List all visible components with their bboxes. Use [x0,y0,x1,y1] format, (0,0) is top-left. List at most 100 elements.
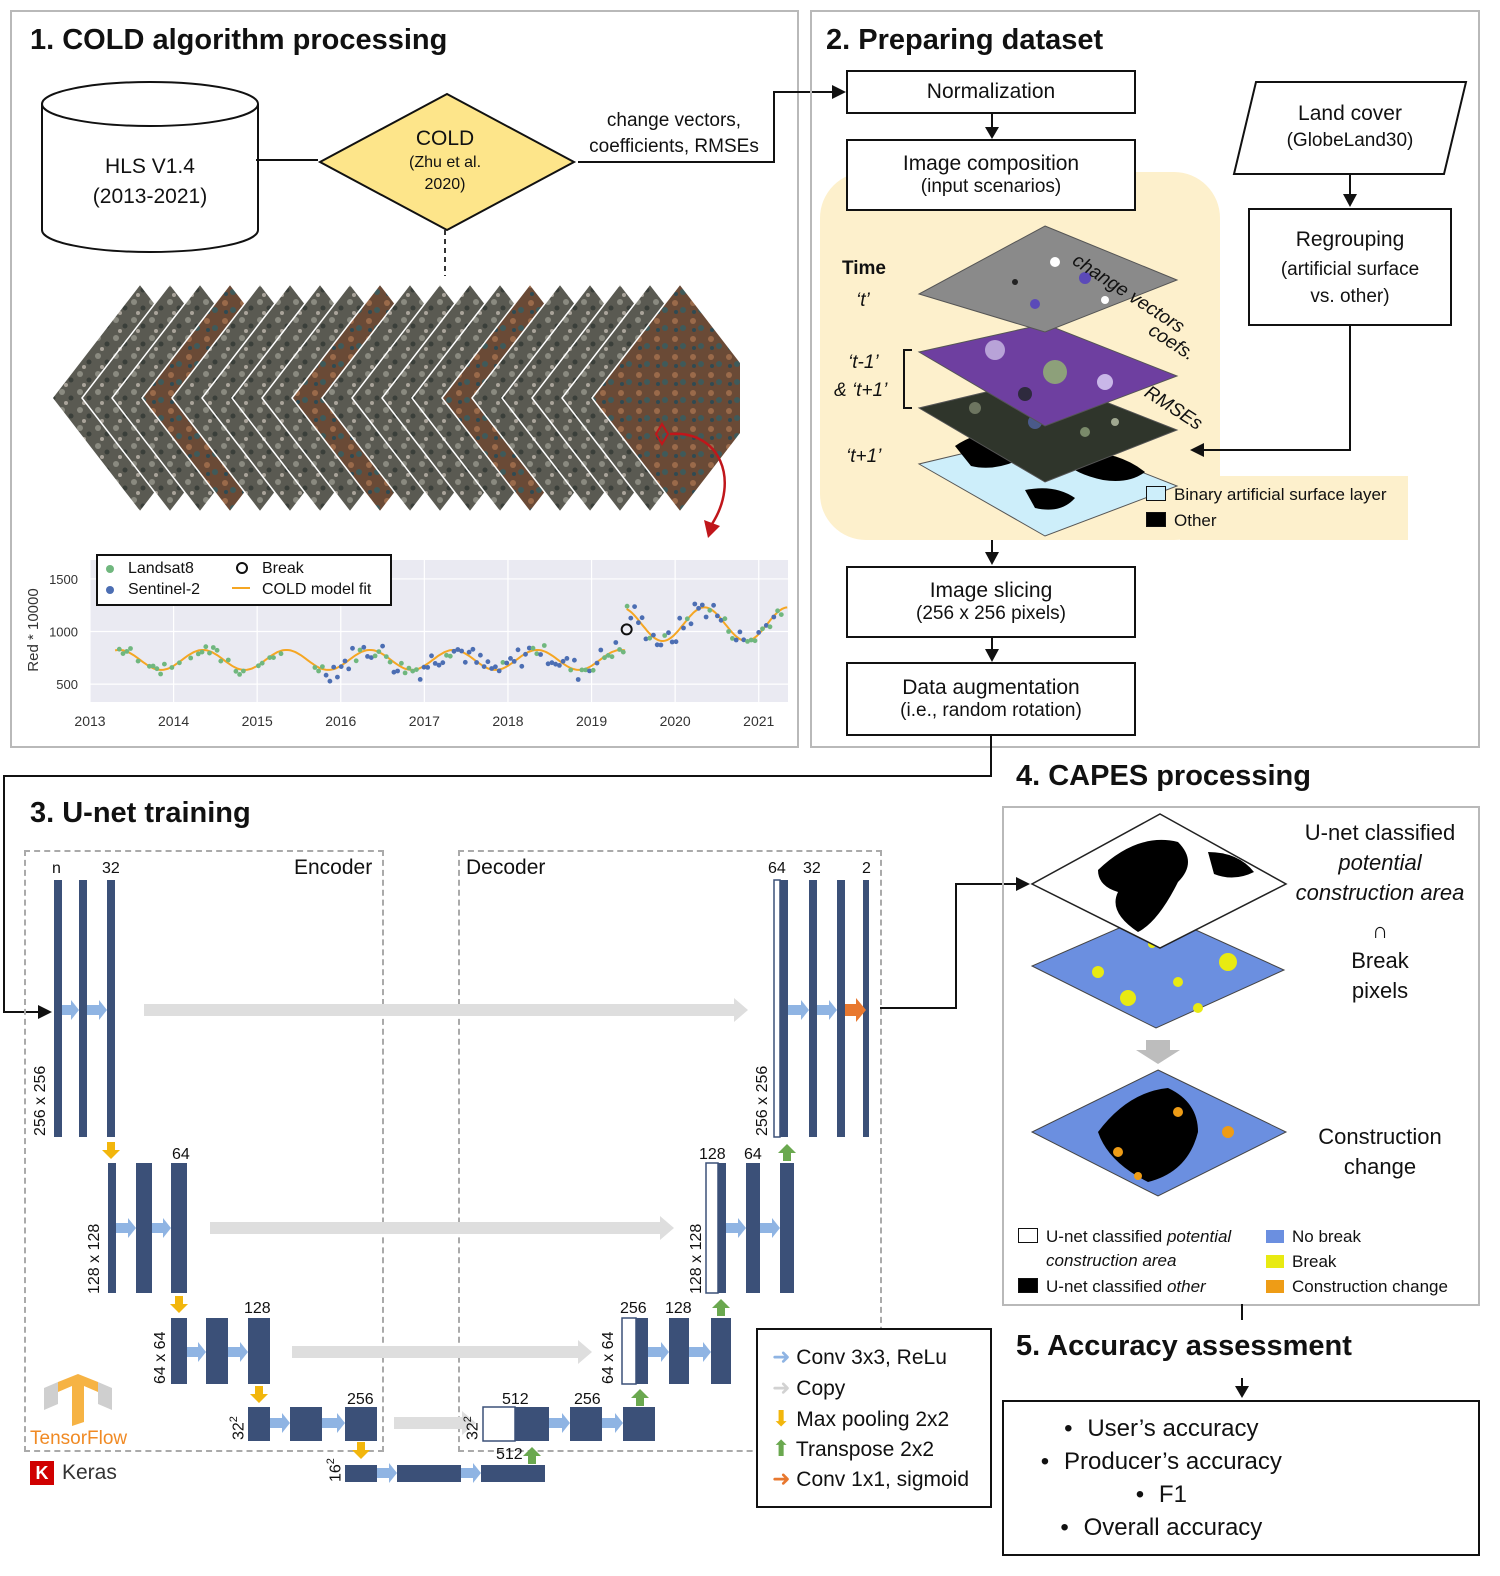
sentinel-point [511,659,517,664]
transpose-arrow [712,1299,730,1316]
maxpool-arrow [102,1142,120,1159]
unet-line1: U-net classified [1304,820,1456,845]
leg-potential-a: U-net classified [1046,1227,1167,1246]
sentinel-point [361,644,367,650]
encoder-label: Encoder [294,856,373,879]
sentinel-point [763,623,769,628]
legend-other-label: Other [1174,511,1217,530]
dim-256-enc: 256 x 256 [32,1065,49,1136]
ch-128-dec3: 128 [665,1300,692,1317]
cold-output-text: change vectors, coefficients, RMSEs [578,108,770,160]
connector-cold-normalization [578,85,846,163]
landsat-point [225,657,231,663]
arrow-regroup-binary [1190,326,1351,457]
fit-line-icon [232,587,250,589]
legend-conv-label: Conv 3x3, ReLu [796,1346,947,1369]
accuracy-item: User’s accuracy [1026,1412,1282,1445]
landsat-point [752,638,758,644]
sentinel-point [342,658,348,664]
landsat-point [590,667,596,673]
maxpool-arrow [352,1442,370,1459]
landsat-point [128,646,133,651]
legend-transpose-label: Transpose 2x2 [795,1438,935,1461]
landsat-point [617,647,622,652]
accuracy-item: Overall accuracy [1026,1511,1282,1544]
ch-64-enc: 64 [172,1146,190,1163]
sentinel-point [654,642,660,648]
sentinel-point [323,672,329,678]
legend-break-px: Break [1266,1252,1336,1272]
dim-32-dec-sup: 2 [462,1416,474,1423]
chart-xtick: 2019 [576,713,607,729]
landsat-point [444,652,449,658]
conv-arrow [602,1413,623,1433]
landsat-point [568,667,574,673]
break-line2: pixels [1351,978,1409,1003]
accuracy-item: Producer’s accuracy [1026,1445,1282,1478]
landsat-point [748,637,754,643]
arrow-landcover-regroup [1343,174,1357,207]
legend-sentinel-label: Sentinel-2 [128,581,201,598]
section2-title: 2. Preparing dataset [826,24,1104,56]
legend-fit: COLD model fit [232,581,371,599]
sentinel-point [485,659,491,665]
sentinel-point [350,645,355,651]
sentinel-point [338,664,344,669]
sentinel-point [368,655,374,660]
landsat-point [120,651,126,656]
legend-copy-label: Copy [796,1377,846,1400]
landsat-point [150,663,156,669]
sentinel-point [327,678,333,684]
sentinel-point [628,615,634,621]
binary-swatch [1146,486,1166,501]
ch-512-b: 512 [496,1446,523,1463]
leg-other-b: other [1166,1277,1206,1296]
landsat-point [662,633,668,638]
legend-transpose: ⬆ Transpose 2x2 [772,1436,934,1462]
chart-xtick: 2017 [409,713,440,729]
break-swatch [1266,1255,1284,1268]
landcover-parallelogram [1232,81,1468,175]
transpose-arrow [523,1447,541,1464]
sentinel-point [598,647,604,653]
landsat-point [320,664,325,669]
cold-diamond [317,92,577,232]
cold-ref-line1: (Zhu et al. [408,154,482,171]
sentinel-point [459,648,464,654]
sentinel-point [639,615,645,621]
conv-arrow [187,1342,206,1362]
legend-conv1x1-label: Conv 1x1, sigmoid [796,1468,970,1491]
panel-cold-processing [10,10,799,748]
landsat-point [707,607,713,613]
landsat-point [169,665,175,670]
landsat-point [177,660,182,666]
sentinel-point [587,668,592,674]
panel-preparing-dataset [810,10,1480,748]
landcover-title: Land cover [1298,102,1402,125]
landsat-point [218,658,224,664]
cold-ref-line2: 2020) [424,176,466,193]
unet-classified-label: U-net classified potential construction … [1286,818,1474,908]
landsat-point [760,626,765,632]
regroup-box: Regrouping (artificial surface vs. other… [1248,208,1452,326]
decoder-label: Decoder [466,856,546,879]
sentinel-point [519,663,525,669]
sentinel-point [756,630,762,635]
leg-nobreak-label: No break [1292,1227,1361,1246]
ch-2: 2 [862,860,871,877]
landsat-point [241,668,246,674]
landsat-point [579,667,585,673]
sentinel-point [703,614,709,620]
sentinel-point [478,652,483,658]
encoder-frame [24,850,384,1452]
sentinel-point [496,668,502,674]
slicing-title: Image slicing [929,579,1053,602]
sentinel-point [677,615,683,621]
sentinel-point [493,664,498,670]
landsat-point [447,653,453,659]
normalization-box: Normalization [846,70,1136,114]
section1-title: 1. COLD algorithm processing [30,24,448,56]
decoder-frame [458,850,882,1452]
arrow-composition-slicing [985,540,999,565]
sentinel-point [771,614,777,620]
